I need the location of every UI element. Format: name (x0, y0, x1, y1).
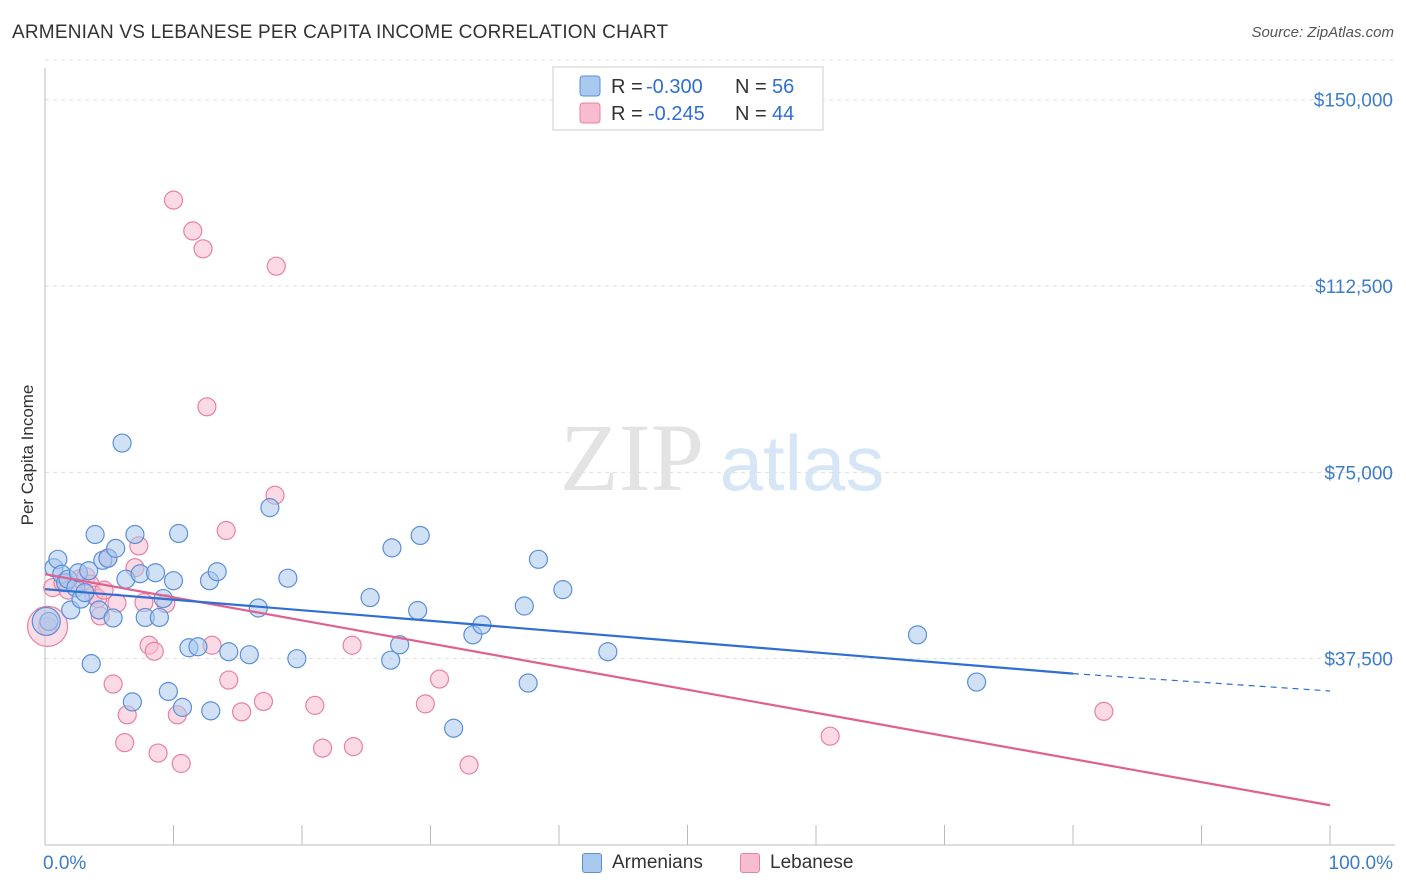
grid-lines (45, 59, 1395, 660)
legend-n-label-lebanese: N = (735, 103, 767, 125)
legend-n-value-armenians: 56 (772, 76, 794, 98)
watermark: ZIP atlas (560, 404, 884, 511)
armenians-point (518, 673, 538, 693)
armenians-point (207, 562, 227, 582)
lebanese-point (342, 635, 362, 655)
armenians-point (149, 607, 169, 628)
armenians-point (278, 568, 298, 588)
armenians-point-large (31, 606, 61, 637)
legend-label-armenians: Armenians (612, 852, 703, 873)
armenians-point (907, 625, 928, 645)
armenians-trend-extension (1072, 672, 1331, 692)
lebanese-point (103, 674, 123, 694)
legend-swatch-armenians-bottom (582, 853, 602, 873)
y-tick-label: $75,000 (1324, 463, 1393, 484)
lebanese-point (415, 694, 435, 714)
y-tick-label: $112,500 (1315, 277, 1393, 298)
lebanese-point (171, 753, 191, 774)
armenians-point (169, 523, 189, 544)
legend-r-label-armenians: R = (611, 76, 643, 98)
armenians-point (553, 580, 573, 600)
x-tick-label-end: 100.0% (1329, 853, 1394, 874)
y-tick-label: $37,500 (1324, 650, 1393, 671)
chart-title: ARMENIAN VS LEBANESE PER CAPITA INCOME C… (12, 22, 669, 43)
lebanese-point (197, 397, 217, 417)
armenians-point (163, 571, 184, 591)
legend-r-label-lebanese: R = (611, 103, 643, 125)
lebanese-point (305, 695, 325, 715)
armenians-point (145, 563, 166, 583)
armenians-point (158, 681, 178, 702)
lebanese-point (459, 755, 479, 775)
lebanese-point (163, 190, 184, 210)
lebanese-point (219, 670, 239, 690)
lebanese-point (266, 256, 286, 276)
armenians-point (79, 561, 99, 581)
correlation-legend: R = -0.300 N = 56 R = -0.245 N = 44 (552, 66, 824, 131)
lebanese-point (148, 743, 168, 763)
axes (44, 68, 1395, 846)
armenians-point (122, 692, 142, 712)
armenians-point (172, 697, 193, 717)
armenians-points (31, 433, 987, 738)
armenians-point (410, 525, 430, 546)
watermark-zip: ZIP (560, 404, 704, 511)
armenians-point (219, 642, 239, 662)
lebanese-point (1094, 701, 1114, 721)
armenians-point (514, 596, 534, 616)
lebanese-point (115, 733, 135, 753)
lebanese-point (216, 520, 236, 541)
armenians-point (360, 587, 380, 608)
watermark-atlas: atlas (720, 419, 885, 507)
lebanese-point (193, 239, 213, 259)
armenians-point (260, 498, 280, 518)
armenians-trend-line (44, 588, 1074, 675)
legend-swatch-armenians (579, 75, 601, 97)
armenians-point (112, 433, 132, 453)
legend-item-lebanese: Lebanese (740, 852, 853, 874)
legend-n-label-armenians: N = (735, 76, 767, 98)
armenians-point (598, 642, 618, 662)
lebanese-point (183, 221, 203, 241)
lebanese-point (312, 738, 333, 758)
lebanese-point (343, 737, 363, 757)
y-tick-label: $150,000 (1314, 91, 1393, 112)
armenians-point (81, 654, 101, 674)
legend-label-lebanese: Lebanese (770, 852, 854, 873)
trend-lines (44, 573, 1331, 807)
lebanese-point (232, 702, 252, 722)
chart-source: Source: ZipAtlas.com (1251, 24, 1394, 41)
armenians-point (201, 701, 221, 721)
armenians-point (85, 524, 105, 545)
armenians-point (125, 524, 145, 545)
armenians-point (528, 549, 549, 569)
armenians-point (382, 538, 402, 558)
legend-swatch-lebanese (579, 102, 601, 124)
armenians-point (390, 635, 410, 655)
armenians-point (381, 650, 401, 670)
lebanese-point (253, 691, 274, 712)
armenians-point (103, 608, 123, 628)
legend-item-armenians: Armenians (582, 852, 703, 874)
lebanese-point (429, 669, 450, 689)
series-legend: Armenians Lebanese (0, 852, 1406, 878)
armenians-point (188, 637, 208, 657)
legend-swatch-lebanese-bottom (740, 853, 760, 873)
armenians-point (408, 600, 428, 621)
legend-r-value-lebanese: -0.245 (648, 103, 705, 125)
armenians-point (106, 538, 126, 558)
y-tick-labels: $37,500 $75,000 $112,500 $150,000 (1314, 91, 1393, 671)
x-tick-labels: 0.0% 100.0% (43, 853, 1393, 874)
x-tick-label-start: 0.0% (43, 853, 86, 874)
armenians-point (239, 645, 259, 665)
armenians-point (287, 649, 307, 669)
armenians-point (444, 718, 464, 738)
lebanese-point (144, 641, 164, 661)
lebanese-trend-line (44, 573, 1331, 807)
legend-r-value-armenians: -0.300 (646, 76, 703, 98)
armenians-point (967, 672, 987, 692)
lebanese-point (820, 726, 840, 746)
legend-n-value-lebanese: 44 (772, 103, 794, 125)
